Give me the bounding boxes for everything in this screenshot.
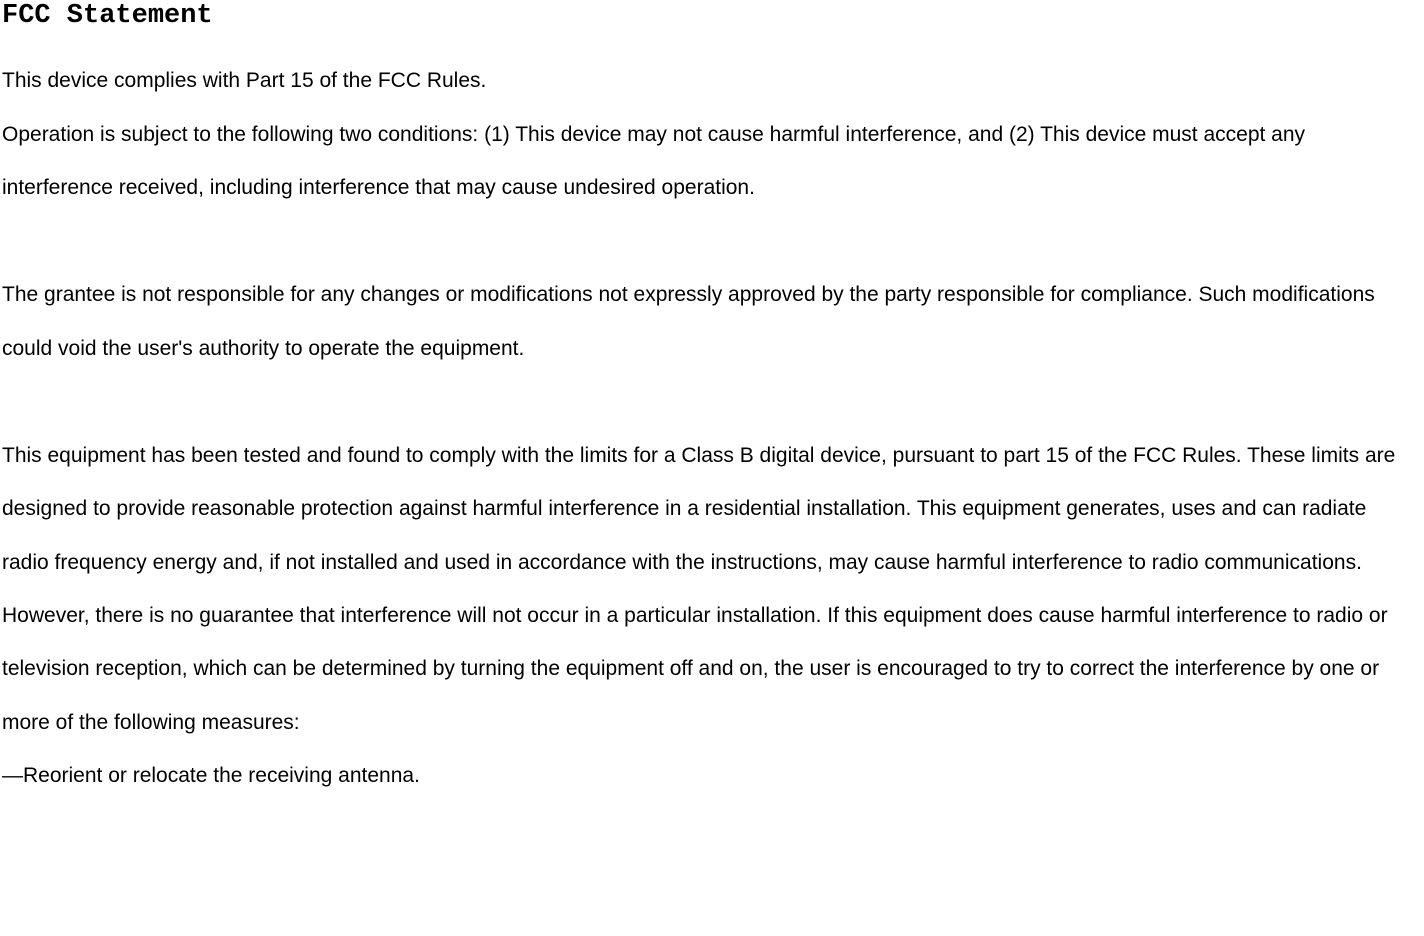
paragraph-conditions: Operation is subject to the following tw… — [0, 108, 1424, 215]
spacer — [0, 214, 1424, 268]
paragraph-equipment-tested: This equipment has been tested and found… — [0, 429, 1424, 749]
spacer — [0, 375, 1424, 429]
paragraph-reorient: —Reorient or relocate the receiving ante… — [0, 749, 1424, 802]
paragraph-grantee: The grantee is not responsible for any c… — [0, 268, 1424, 375]
fcc-statement-heading: FCC Statement — [0, 0, 1424, 32]
paragraph-compliance: This device complies with Part 15 of the… — [0, 54, 1424, 107]
document-container: FCC Statement This device complies with … — [0, 0, 1424, 802]
